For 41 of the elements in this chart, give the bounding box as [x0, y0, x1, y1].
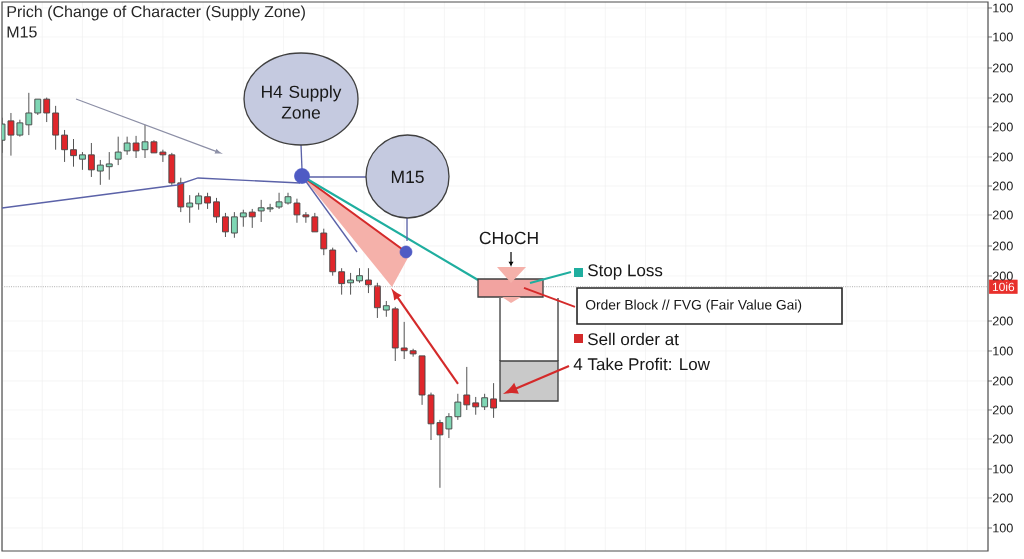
chart-title: Prich (Change of Character (Supply Zone)	[7, 5, 305, 21]
text: 100	[993, 346, 1013, 356]
candlestick	[230, 211, 238, 239]
candlestick	[382, 300, 390, 318]
annotation: H4 Supply Zone	[262, 85, 342, 119]
candlestick	[257, 199, 265, 223]
text: 100	[993, 464, 1013, 474]
text: 200	[992, 122, 1013, 132]
text: 200	[992, 316, 1013, 326]
candlestick	[186, 194, 194, 224]
annotation: M15	[391, 170, 424, 184]
candlestick	[105, 151, 113, 181]
text: 200	[992, 271, 1013, 281]
text: 200	[992, 241, 1013, 251]
chart-subtitle: M15	[7, 26, 37, 38]
text: Sell order at	[588, 332, 679, 346]
text: 100	[993, 523, 1013, 533]
candlestick	[490, 382, 497, 419]
text: 4 Take Profit: Low	[573, 357, 710, 371]
candlestick	[356, 267, 363, 284]
text: 100	[993, 32, 1013, 42]
text: 200	[992, 210, 1013, 220]
candlestick	[25, 92, 33, 136]
candlestick	[463, 366, 471, 411]
text: 200	[992, 152, 1013, 162]
text: Order Block // FVG (Fair Value Gai)	[585, 299, 802, 313]
text: 200	[992, 93, 1013, 103]
text: Stop Loss	[588, 264, 663, 280]
text: 200	[992, 405, 1013, 415]
candlestick	[70, 138, 77, 168]
text: 200	[992, 181, 1013, 191]
text: 100	[993, 3, 1013, 13]
candlestick	[409, 348, 417, 358]
candlestick	[338, 267, 346, 296]
candlestick	[400, 321, 408, 360]
text: 200	[992, 63, 1013, 73]
text: 200	[992, 376, 1013, 386]
text: 200	[992, 434, 1013, 444]
ref-line-label: 10i6	[992, 282, 1015, 292]
annotation: CHoCH	[479, 231, 538, 245]
text: 200	[992, 493, 1013, 503]
